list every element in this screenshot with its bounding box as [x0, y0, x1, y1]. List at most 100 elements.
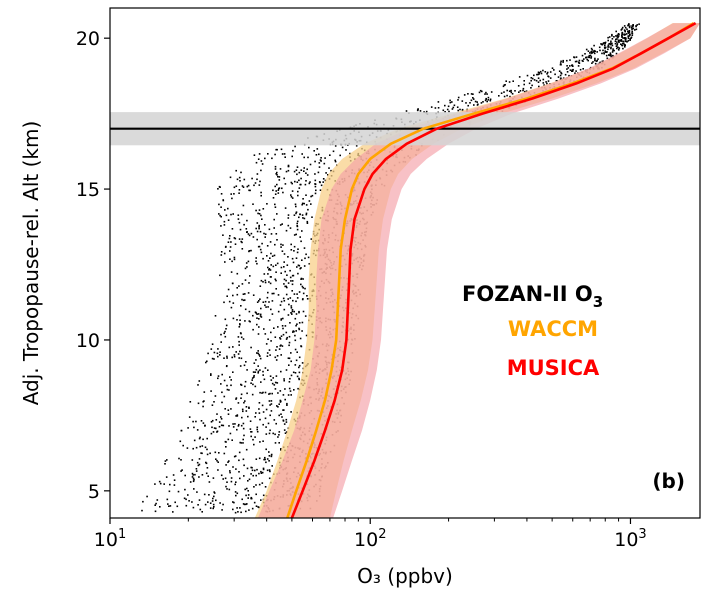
- scatter-point: [594, 50, 596, 52]
- scatter-point: [472, 93, 474, 95]
- scatter-point: [503, 91, 505, 93]
- scatter-point: [244, 320, 246, 322]
- scatter-point: [233, 193, 235, 195]
- scatter-point: [300, 267, 302, 269]
- scatter-point: [609, 42, 612, 44]
- y-tick-label: 10: [76, 330, 100, 352]
- scatter-point: [301, 362, 304, 364]
- scatter-point: [234, 243, 237, 245]
- scatter-point: [266, 355, 269, 357]
- scatter-point: [302, 310, 305, 313]
- scatter-point: [276, 346, 278, 348]
- scatter-point: [223, 301, 225, 304]
- plot-frame: [109, 7, 701, 519]
- scatter-point: [537, 77, 540, 79]
- scatter-point: [225, 214, 228, 217]
- scatter-point: [240, 305, 242, 307]
- scatter-point: [249, 428, 252, 430]
- scatter-point: [285, 170, 288, 173]
- scatter-point: [220, 254, 223, 256]
- scatter-point: [262, 374, 264, 376]
- scatter-point: [276, 174, 278, 176]
- scatter-point: [300, 283, 302, 286]
- scatter-point: [301, 202, 304, 205]
- scatter-point: [276, 148, 278, 151]
- scatter-point: [264, 233, 267, 235]
- scatter-point: [272, 377, 274, 379]
- scatter-point: [239, 507, 241, 509]
- scatter-point: [302, 217, 304, 219]
- scatter-point: [613, 49, 615, 52]
- scatter-point: [574, 60, 577, 63]
- scatter-point: [294, 334, 296, 337]
- y-axis-label: Adj. Tropopause-rel. Alt (km): [19, 121, 43, 406]
- scatter-point: [233, 354, 236, 356]
- scatter-point: [238, 451, 241, 454]
- scatter-point: [255, 161, 258, 164]
- scatter-point: [290, 243, 292, 246]
- scatter-point: [286, 286, 288, 289]
- scatter-point: [248, 234, 251, 237]
- scatter-point: [279, 304, 282, 306]
- scatter-point: [608, 36, 611, 38]
- x-tick-label: 103: [614, 527, 646, 551]
- scatter-point: [319, 189, 322, 191]
- scatter-point: [207, 352, 209, 355]
- scatter-point: [200, 420, 203, 422]
- scatter-point: [259, 357, 262, 360]
- scatter-point: [306, 295, 308, 297]
- scatter-point: [293, 170, 296, 173]
- scatter-point: [292, 261, 295, 264]
- scatter-point: [265, 343, 268, 345]
- scatter-point: [322, 181, 324, 183]
- scatter-point: [294, 372, 297, 374]
- scatter-point: [245, 361, 247, 363]
- scatter-point: [531, 84, 533, 87]
- scatter-point: [299, 213, 301, 215]
- scatter-point: [457, 96, 460, 99]
- scatter-point: [250, 435, 252, 438]
- scatter-point: [260, 160, 263, 162]
- scatter-point: [306, 174, 309, 176]
- scatter-point: [215, 419, 218, 421]
- scatter-point: [547, 75, 550, 78]
- scatter-point: [334, 145, 337, 147]
- scatter-point: [569, 59, 571, 61]
- scatter-point: [238, 176, 241, 179]
- scatter-point: [457, 109, 459, 112]
- scatter-point: [318, 181, 321, 183]
- scatter-point: [224, 440, 227, 443]
- scatter-point: [327, 174, 329, 176]
- scatter-point: [292, 149, 294, 152]
- scatter-point: [192, 447, 194, 450]
- scatter-point: [257, 212, 259, 215]
- scatter-point: [258, 326, 260, 328]
- scatter-point: [289, 377, 291, 380]
- scatter-point: [271, 465, 273, 467]
- scatter-point: [530, 77, 533, 79]
- scatter-point: [449, 101, 452, 104]
- scatter-point: [615, 52, 618, 55]
- scatter-point: [557, 76, 560, 78]
- scatter-point: [193, 439, 196, 442]
- scatter-point: [282, 333, 285, 336]
- scatter-point: [257, 352, 260, 355]
- scatter-point: [625, 33, 628, 35]
- scatter-point: [257, 365, 259, 367]
- scatter-point: [578, 62, 581, 64]
- scatter-point: [226, 384, 228, 387]
- scatter-point: [275, 349, 277, 351]
- scatter-point: [303, 156, 305, 159]
- scatter-point: [253, 501, 256, 504]
- scatter-point: [250, 497, 252, 500]
- scatter-point: [318, 162, 321, 164]
- scatter-point: [540, 72, 543, 75]
- scatter-point: [303, 265, 306, 267]
- scatter-point: [274, 278, 277, 281]
- scatter-point: [255, 484, 257, 486]
- scatter-point: [213, 506, 215, 508]
- scatter-point: [305, 204, 308, 206]
- scatter-point: [255, 412, 257, 414]
- scatter-point: [217, 461, 219, 463]
- scatter-point: [247, 497, 249, 499]
